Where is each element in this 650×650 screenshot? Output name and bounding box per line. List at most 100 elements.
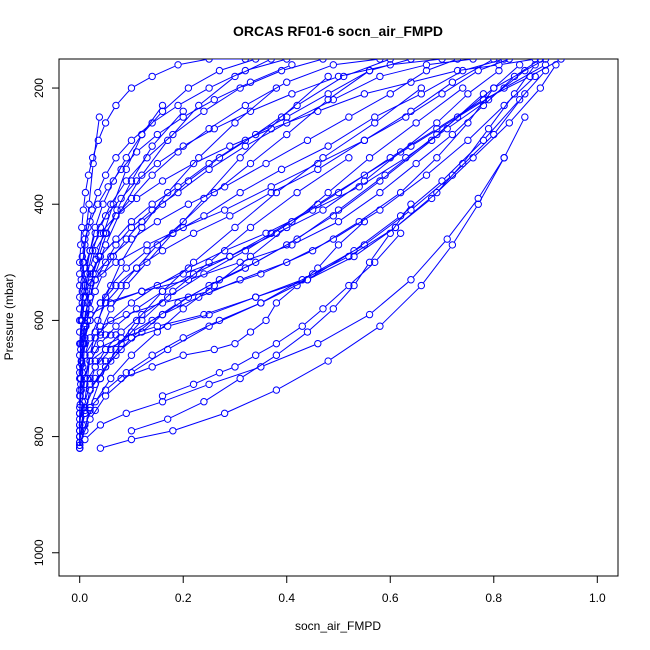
series-segment [413, 83, 450, 110]
data-point [122, 409, 130, 418]
series-segment [320, 176, 362, 203]
data-point [251, 130, 260, 139]
data-point [88, 246, 97, 255]
series-segment [107, 374, 130, 394]
data-point [184, 84, 193, 92]
series-segment [460, 89, 502, 116]
series-segment [134, 223, 155, 238]
series-segment [143, 113, 161, 133]
series-segment [335, 287, 353, 307]
data-point [521, 90, 529, 98]
series-segment [113, 241, 130, 255]
data-point [474, 200, 482, 208]
data-point [251, 258, 260, 267]
data-point [148, 206, 156, 214]
data-point [350, 252, 358, 261]
data-point [231, 339, 239, 348]
data-point [205, 287, 213, 296]
data-point [77, 345, 85, 354]
data-point [448, 130, 457, 139]
data-point [236, 154, 244, 162]
series-segment [413, 118, 455, 145]
series-segment [248, 124, 284, 145]
series-segment [154, 194, 176, 209]
data-point [205, 258, 213, 267]
series-segment [341, 159, 388, 192]
series-segment [372, 124, 414, 156]
data-point [113, 206, 121, 214]
data-point [101, 258, 110, 267]
data-point [303, 136, 312, 145]
data-point [215, 66, 224, 75]
data-point [184, 264, 193, 272]
series-segment [139, 136, 155, 151]
data-point [314, 107, 322, 115]
series-segment [461, 64, 496, 71]
data-point [86, 334, 94, 342]
data-point [78, 287, 86, 296]
data-point [531, 72, 539, 81]
data-point [386, 61, 394, 69]
data-point [89, 270, 97, 278]
data-point [94, 188, 102, 197]
series-segment [448, 200, 477, 237]
series-segment [237, 333, 248, 342]
series-segment [511, 90, 539, 121]
data-point [324, 95, 332, 104]
series-segment [211, 147, 243, 168]
series-segment [429, 59, 455, 70]
series-segment [186, 349, 211, 356]
series-segment [356, 217, 399, 249]
series-segment [132, 148, 151, 179]
series-segment [118, 200, 135, 214]
data-point [376, 188, 384, 197]
series-segment [330, 159, 368, 191]
data-point [205, 59, 213, 63]
data-point [107, 374, 115, 383]
data-point [109, 177, 118, 185]
series [76, 59, 250, 267]
series-segment [165, 291, 206, 303]
series-segment [367, 118, 403, 140]
data-point [314, 159, 322, 168]
series-segment [104, 207, 113, 231]
data-point [422, 171, 431, 179]
series-segment [351, 95, 388, 116]
data-point [283, 78, 291, 86]
series-segment [88, 161, 93, 172]
series-segment [169, 107, 197, 138]
data-point [402, 154, 410, 162]
data-point [433, 154, 441, 162]
series-segment [336, 211, 378, 238]
data-point [453, 113, 462, 121]
data-point [153, 328, 162, 336]
series-segment [216, 165, 249, 191]
data-point [236, 374, 244, 383]
series-segment [165, 385, 206, 401]
data-point [464, 90, 472, 98]
data-point [298, 322, 306, 330]
data-point [117, 165, 125, 174]
data-point [334, 241, 343, 249]
data-point [107, 357, 115, 365]
data-point [205, 310, 213, 319]
data-point [283, 241, 291, 249]
series-segment [83, 236, 87, 259]
series [76, 113, 104, 441]
series-segment [145, 280, 186, 291]
series-segment [82, 329, 85, 341]
data-point [205, 165, 213, 174]
data-point [205, 380, 213, 389]
series-segment [81, 265, 83, 277]
data-point [163, 415, 172, 423]
data-point [200, 107, 208, 115]
data-point [94, 200, 102, 208]
series-segment [85, 207, 90, 230]
series-segment [330, 118, 372, 145]
series-segment [428, 142, 466, 174]
data-point [371, 113, 379, 121]
data-point [438, 177, 446, 185]
data-point [158, 246, 167, 255]
data-point [138, 316, 146, 325]
data-point [500, 101, 508, 110]
